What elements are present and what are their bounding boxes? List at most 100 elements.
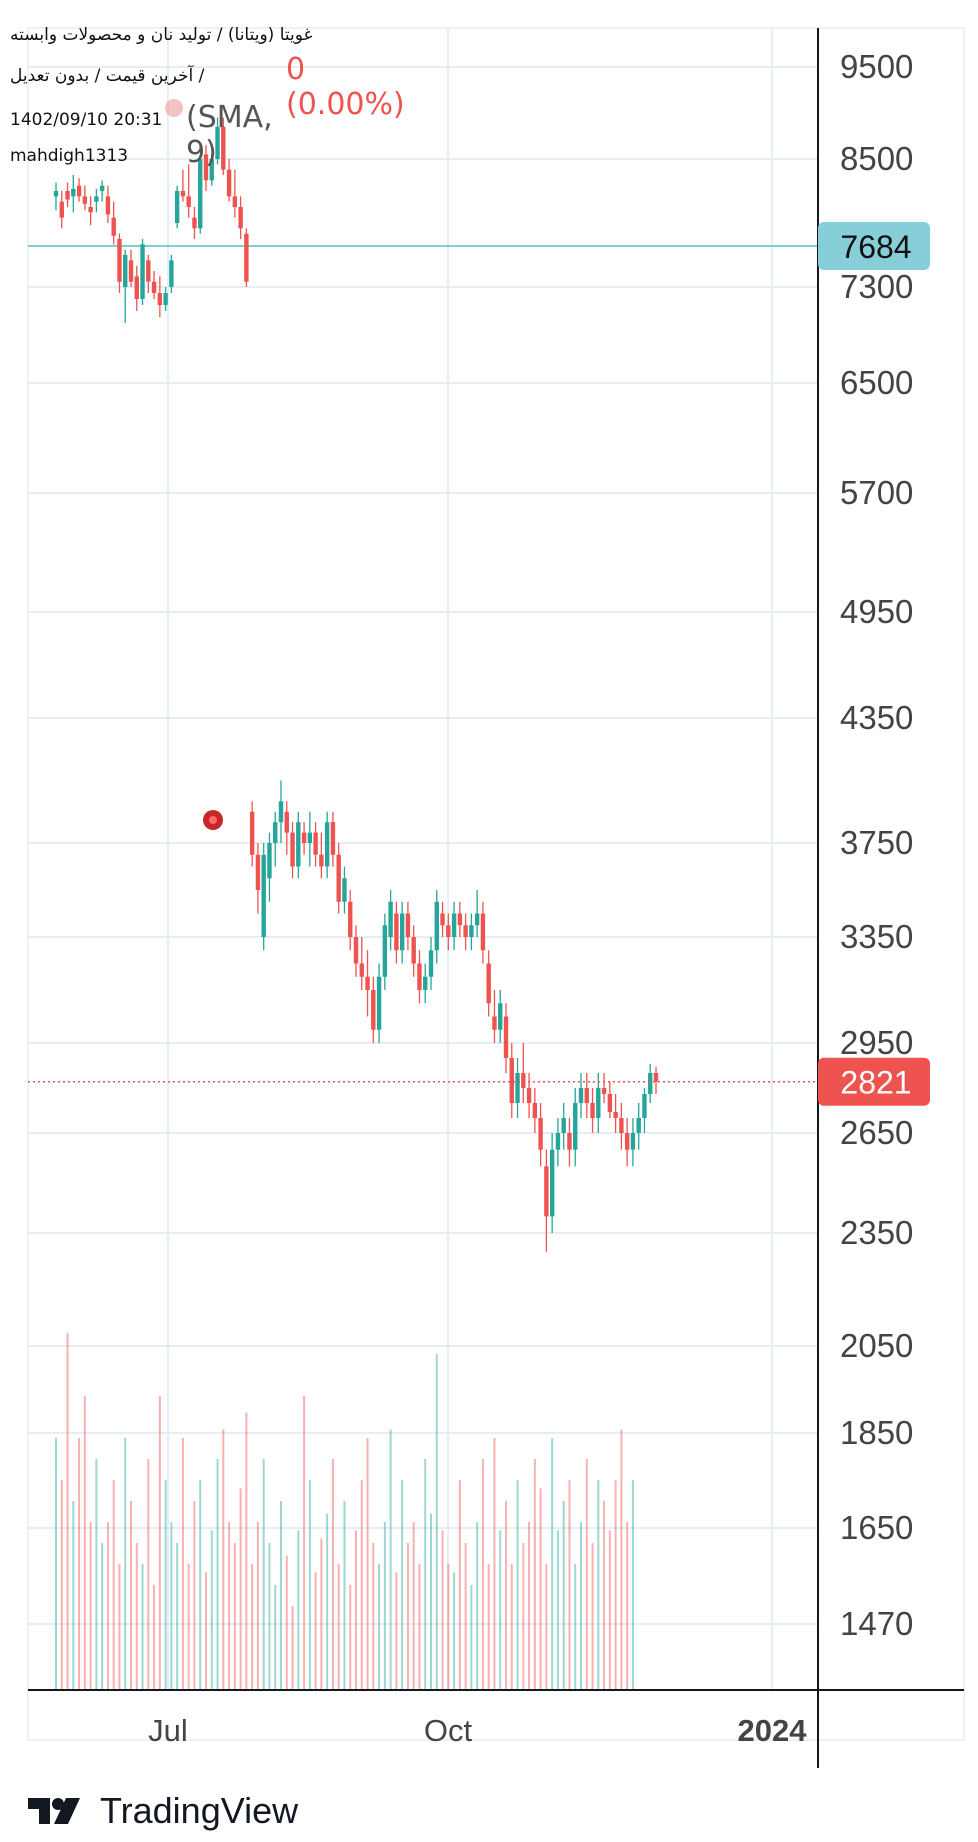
last-price-badge-bg [818,1057,930,1106]
candle [636,1103,641,1150]
volume-bar [580,1522,582,1690]
chart-grid [27,27,965,1741]
candle-body [613,1112,618,1118]
candle-body [203,154,209,181]
candle [624,1118,630,1167]
volume-bar [101,1543,104,1690]
volume-bar [401,1480,404,1690]
volume-bar [176,1543,179,1690]
candle-body [590,1103,595,1118]
candle-body [648,1073,653,1094]
tradingview-logo-icon [28,1798,80,1824]
candle [613,1094,618,1133]
candle [538,1103,543,1167]
candle-body [451,913,457,937]
volume-bar [435,1354,438,1690]
candle-body [140,244,145,299]
volume-bar [55,1438,57,1690]
candle [503,1003,509,1073]
volume-bar [493,1438,496,1690]
candle-body [232,196,238,207]
candle [267,832,272,902]
volume-bar [291,1606,294,1690]
candle [221,117,226,175]
candle-body [296,822,301,867]
candle [509,1043,514,1118]
candle-body [255,854,261,890]
candle-body [405,913,411,937]
volume-bar [389,1429,392,1690]
candle [440,901,445,937]
candle [278,780,284,843]
volume-bar [228,1522,231,1690]
volume-bar [603,1501,606,1690]
candle-body [128,260,134,282]
candle-body [94,196,99,202]
candle [105,185,111,223]
candle-body [376,976,382,1030]
volume-bar [135,1543,138,1690]
volume-bar [314,1572,317,1690]
candle-body [198,159,203,229]
volume-bar [130,1501,132,1690]
volume-bar [499,1530,502,1690]
volume-bar [181,1438,184,1690]
volume-bar [441,1530,444,1690]
candle-body [515,1073,520,1103]
candle [365,950,370,1017]
candle [151,271,157,299]
volume-bar [447,1564,450,1690]
y-tick-label: 1850 [840,1414,913,1451]
volume-bar [274,1585,277,1690]
candle [532,1088,538,1133]
volume-bar [620,1429,623,1690]
candle [284,801,289,855]
volume-bar [106,1522,109,1690]
candle [382,913,388,990]
candle [451,901,457,951]
volume-bar [481,1459,484,1690]
candle [186,164,191,218]
volume-bar [280,1501,282,1690]
candle-body [111,217,116,236]
candle-body [134,276,139,299]
y-tick-label: 2050 [840,1327,913,1364]
y-tick-labels: 9500 8500 7300 6500 5700 4950 4350 3750 3350 2950… [840,48,913,1642]
volume-bar [343,1501,346,1690]
candle-body [261,854,266,937]
candle-body [382,925,388,977]
candle-body [71,188,76,197]
candle [376,963,382,1043]
candle [342,866,347,914]
volume-bar [262,1459,265,1690]
candle-body [469,925,474,937]
candle-body [117,239,122,282]
candle [417,950,422,1004]
candle [76,178,82,202]
volume-bar [89,1522,92,1690]
volume-bar [562,1501,565,1690]
volume-bar [170,1522,173,1690]
candle-body [226,169,232,197]
candle-body [498,1003,503,1030]
candle-body [169,260,174,287]
volume-bar [528,1522,531,1690]
volume-bar [424,1459,427,1690]
candle-body [209,159,214,181]
candle-body [105,196,111,215]
volume-bar [539,1488,542,1690]
candle [71,175,76,213]
volume-bar [78,1438,81,1690]
volume-bar [118,1564,121,1690]
candle-body [434,901,439,951]
candle [307,811,313,867]
candle [249,801,255,867]
candle-body [399,913,405,951]
volume-bar [153,1585,156,1690]
candle [549,1133,555,1233]
candle [642,1088,647,1133]
y-tick-label: 7300 [840,268,913,305]
candle-body [65,191,70,200]
tradingview-brand[interactable]: TradingView [28,1790,298,1832]
